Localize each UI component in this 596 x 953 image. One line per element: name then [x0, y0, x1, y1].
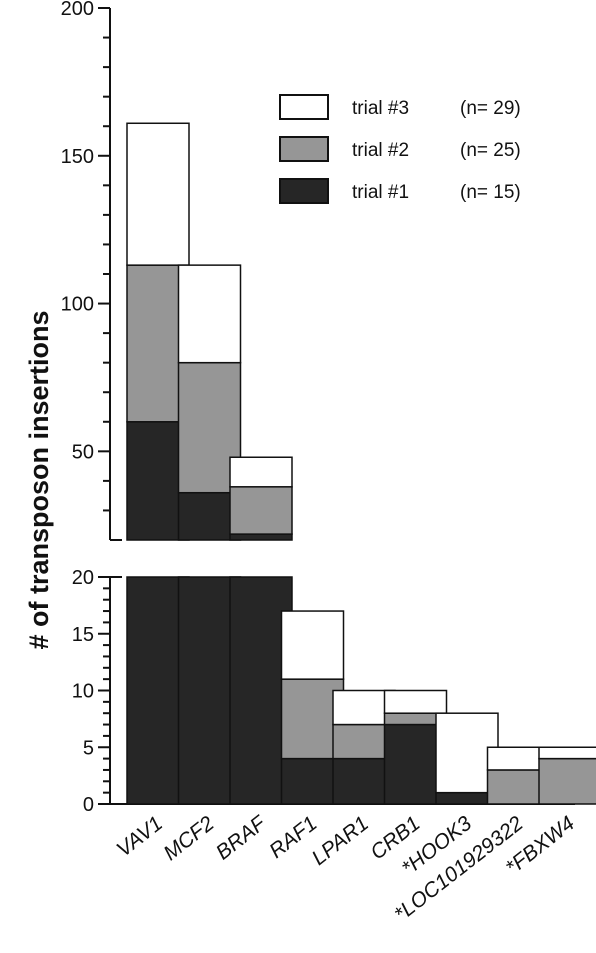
bars: [126, 122, 596, 805]
x-tick-labels: VAV1MCF2BRAFRAF1LPAR1CRB1*HOOK3*LOC10192…: [112, 811, 579, 926]
legend-count: (n= 25): [460, 140, 521, 161]
lower-tick-label: 0: [83, 794, 94, 816]
bar-segment: [538, 746, 596, 760]
legend-swatch: [279, 94, 329, 120]
upper-y-axis: 50 100 150 200: [61, 0, 122, 541]
bar-segment: [126, 122, 190, 266]
legend-swatch: [279, 136, 329, 162]
legend-count: (n= 15): [460, 182, 521, 203]
lower-tick-label: 15: [72, 624, 94, 646]
legend-label: trial #2: [352, 140, 409, 161]
bar-segment: [383, 689, 448, 714]
legend-label: trial #1: [352, 182, 409, 203]
legend-count: (n= 29): [460, 98, 521, 119]
upper-tick-label: 200: [61, 0, 94, 20]
lower-tick-label: 10: [72, 681, 94, 703]
lower-tick-label: 5: [83, 737, 94, 759]
bar-segment: [229, 533, 293, 541]
legend: trial #3 (n= 29) trial #2 (n= 25) trial #1 (n…: [279, 94, 521, 204]
upper-tick-label: 150: [61, 146, 94, 168]
upper-tick-label: 100: [61, 294, 94, 316]
bar-segment: [177, 361, 242, 494]
bar-segment: [229, 456, 293, 488]
category-label: BRAF: [212, 811, 271, 864]
category-label: VAV1: [112, 812, 167, 862]
lower-tick-label: 20: [72, 567, 94, 589]
legend-swatch: [279, 178, 329, 204]
bar-segment: [229, 486, 293, 535]
upper-tick-label: 50: [72, 441, 94, 463]
category-label: LPAR1: [308, 812, 373, 870]
category-label: MCF2: [159, 812, 218, 866]
legend-label: trial #3: [352, 98, 409, 119]
bar-segment: [177, 264, 242, 364]
y-axis-label: # of transposon insertions: [24, 310, 54, 649]
bar-segment: [538, 757, 596, 805]
bar-segment: [280, 610, 345, 680]
